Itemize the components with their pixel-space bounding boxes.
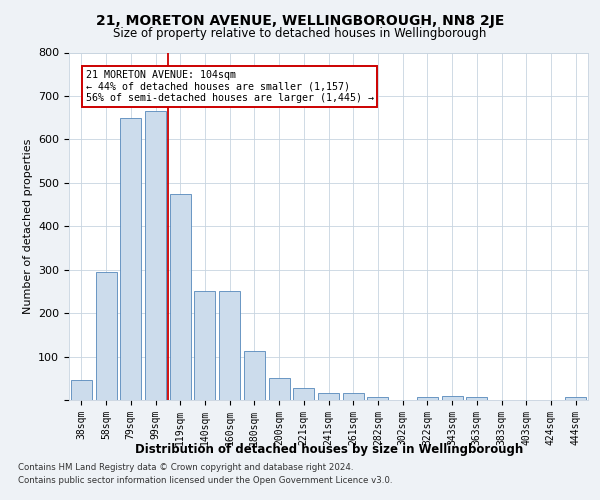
Bar bbox=[95, 272, 116, 400]
Bar bbox=[120, 118, 141, 400]
Text: 21, MORETON AVENUE, WELLINGBOROUGH, NN8 2JE: 21, MORETON AVENUE, WELLINGBOROUGH, NN8 … bbox=[96, 14, 504, 28]
Bar bbox=[145, 111, 166, 400]
Bar bbox=[417, 397, 438, 400]
Bar bbox=[194, 292, 215, 400]
Text: Size of property relative to detached houses in Wellingborough: Size of property relative to detached ho… bbox=[113, 28, 487, 40]
Text: Distribution of detached houses by size in Wellingborough: Distribution of detached houses by size … bbox=[134, 442, 523, 456]
Text: Contains public sector information licensed under the Open Government Licence v3: Contains public sector information licen… bbox=[18, 476, 392, 485]
Bar bbox=[244, 351, 265, 400]
Bar bbox=[318, 394, 339, 400]
Bar bbox=[71, 380, 92, 400]
Bar bbox=[269, 378, 290, 400]
Text: Contains HM Land Registry data © Crown copyright and database right 2024.: Contains HM Land Registry data © Crown c… bbox=[18, 464, 353, 472]
Y-axis label: Number of detached properties: Number of detached properties bbox=[23, 138, 32, 314]
Bar bbox=[343, 394, 364, 400]
Bar bbox=[466, 397, 487, 400]
Bar bbox=[565, 397, 586, 400]
Text: 21 MORETON AVENUE: 104sqm
← 44% of detached houses are smaller (1,157)
56% of se: 21 MORETON AVENUE: 104sqm ← 44% of detac… bbox=[86, 70, 374, 103]
Bar bbox=[367, 396, 388, 400]
Bar bbox=[219, 292, 240, 400]
Bar bbox=[170, 194, 191, 400]
Bar bbox=[442, 396, 463, 400]
Bar bbox=[293, 388, 314, 400]
